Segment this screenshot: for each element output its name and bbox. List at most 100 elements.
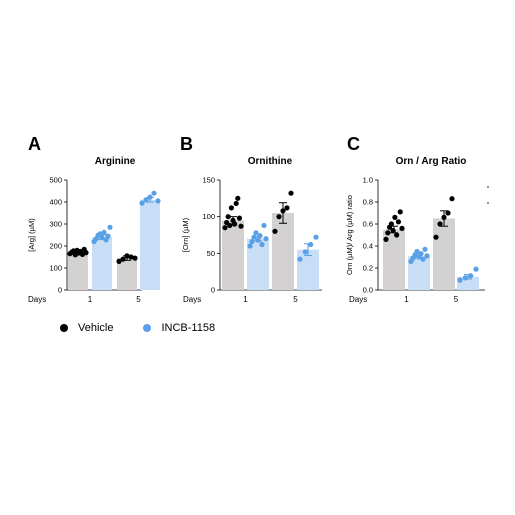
point-incb-1158 <box>308 241 314 248</box>
point-incb-1158 <box>101 229 107 235</box>
bar-incb-1158-day-1 <box>247 238 269 290</box>
point-vehicle <box>390 228 396 234</box>
point-incb-1158 <box>302 249 308 255</box>
point-vehicle <box>437 221 443 227</box>
point-vehicle <box>433 234 439 240</box>
y-tick-label: 0.8 <box>363 198 373 207</box>
y-axis-label: Orn (µM)/ Arg (µM) ratio <box>345 195 354 275</box>
x-tick-label: 1 <box>88 295 93 304</box>
bar-vehicle-day-5 <box>272 213 294 290</box>
point-vehicle <box>441 214 447 220</box>
point-incb-1158 <box>99 235 105 241</box>
x-axis-label: Days <box>349 295 367 304</box>
point-incb-1158 <box>297 256 303 262</box>
y-axis-label: [Arg] (µM) <box>27 218 36 252</box>
y-tick-label: 0 <box>58 286 62 295</box>
bar-incb-1158-day-5 <box>140 199 160 290</box>
point-incb-1158 <box>418 251 424 257</box>
y-axis-label: [Orn] (µM) <box>181 217 190 252</box>
bar-vehicle-day-5 <box>117 258 137 290</box>
panel-letter: B <box>180 134 193 154</box>
legend-dot-incb-1158 <box>143 324 152 332</box>
legend: Vehicle INCB-1158 <box>60 320 245 336</box>
y-tick-label: 500 <box>49 176 62 185</box>
point-vehicle <box>395 219 402 225</box>
point-incb-1158 <box>257 233 263 239</box>
x-tick-label: 1 <box>243 295 248 304</box>
point-incb-1158 <box>253 230 259 236</box>
edge-mark <box>487 186 489 188</box>
y-tick-label: 100 <box>202 212 215 221</box>
legend-label-incb-1158: INCB-1158 <box>161 322 216 334</box>
panel-letter: A <box>28 134 41 154</box>
point-vehicle <box>394 232 400 238</box>
point-incb-1158 <box>462 275 468 281</box>
legend-label-vehicle: Vehicle <box>78 322 114 334</box>
point-incb-1158 <box>255 237 261 243</box>
point-vehicle <box>392 214 398 220</box>
point-vehicle <box>272 228 278 234</box>
y-tick-label: 0 <box>211 286 215 295</box>
point-vehicle <box>276 214 282 220</box>
point-incb-1158 <box>139 200 145 206</box>
x-tick-label: 5 <box>293 295 298 304</box>
point-vehicle <box>383 236 389 242</box>
point-incb-1158 <box>263 236 269 242</box>
legend-dot-vehicle <box>60 324 68 332</box>
point-vehicle <box>232 221 238 227</box>
x-axis-label: Days <box>28 295 46 304</box>
point-incb-1158 <box>414 248 420 255</box>
y-tick-label: 50 <box>207 249 215 258</box>
point-vehicle <box>399 225 405 231</box>
point-vehicle <box>120 256 126 262</box>
point-incb-1158 <box>468 273 474 279</box>
point-vehicle <box>445 210 451 216</box>
point-incb-1158 <box>424 253 430 259</box>
point-vehicle <box>280 208 286 214</box>
point-incb-1158 <box>457 277 463 283</box>
legend-item-vehicle: Vehicle <box>60 322 113 334</box>
point-incb-1158 <box>251 234 257 240</box>
point-vehicle <box>449 196 455 202</box>
x-tick-label: 5 <box>454 295 459 304</box>
point-vehicle <box>225 214 231 220</box>
point-vehicle <box>124 253 130 259</box>
point-incb-1158 <box>155 198 161 204</box>
point-incb-1158 <box>259 241 265 248</box>
point-incb-1158 <box>151 190 157 196</box>
point-vehicle <box>132 255 138 261</box>
y-tick-label: 0.4 <box>363 242 373 251</box>
bar-vehicle-day-1 <box>222 220 244 290</box>
y-tick-label: 0.0 <box>363 286 373 295</box>
point-vehicle <box>128 254 134 260</box>
bar-incb-1158-day-1 <box>92 237 112 290</box>
legend-item-incb-1158: INCB-1158 <box>143 322 215 334</box>
y-tick-label: 100 <box>49 264 62 273</box>
bar-vehicle-day-1 <box>68 252 88 290</box>
y-tick-label: 1.0 <box>363 176 373 185</box>
x-tick-label: 5 <box>136 295 141 304</box>
chart-title: Orn / Arg Ratio <box>395 156 467 167</box>
y-tick-label: 200 <box>49 242 62 251</box>
point-vehicle <box>227 222 233 229</box>
point-vehicle <box>288 190 294 196</box>
y-tick-label: 0.6 <box>363 220 373 229</box>
point-incb-1158 <box>247 243 253 249</box>
y-tick-label: 300 <box>49 220 62 229</box>
panel-letter: C <box>347 134 360 154</box>
point-vehicle <box>236 215 242 221</box>
point-incb-1158 <box>107 224 113 230</box>
x-tick-label: 1 <box>404 295 409 304</box>
bar-vehicle-day-1 <box>383 229 405 290</box>
point-incb-1158 <box>143 197 149 203</box>
point-vehicle <box>116 258 122 264</box>
point-vehicle <box>238 223 244 229</box>
point-incb-1158 <box>313 234 319 240</box>
chart-title: Ornithine <box>247 156 293 167</box>
point-incb-1158 <box>422 246 428 252</box>
point-vehicle <box>233 200 239 207</box>
